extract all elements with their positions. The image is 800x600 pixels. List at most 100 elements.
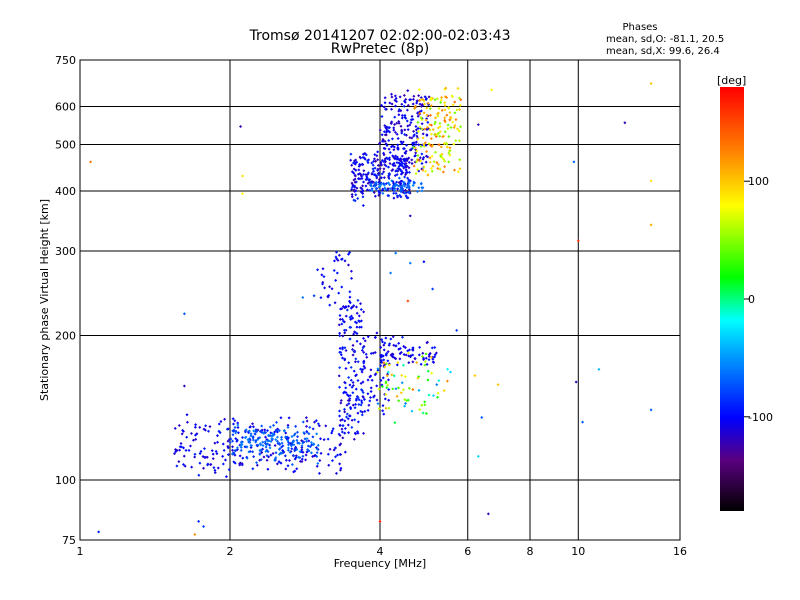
data-point (420, 127, 424, 131)
data-point (381, 187, 385, 191)
data-point (252, 429, 256, 433)
data-point (339, 418, 343, 422)
data-point (290, 435, 294, 439)
data-point (293, 469, 297, 473)
data-point (394, 251, 398, 255)
data-point (361, 189, 365, 193)
data-point (215, 452, 219, 456)
data-point (400, 164, 404, 168)
data-point (309, 441, 313, 445)
data-point (333, 446, 337, 450)
data-point (415, 131, 419, 135)
data-point (305, 430, 309, 434)
data-point (386, 129, 390, 133)
data-point (410, 114, 414, 118)
data-point (320, 273, 324, 277)
data-point (365, 355, 369, 359)
data-point (315, 464, 319, 468)
data-point (224, 475, 228, 479)
data-point (374, 174, 378, 178)
data-point (353, 177, 357, 181)
data-point (412, 164, 416, 168)
data-point (430, 371, 434, 375)
data-point (359, 381, 363, 385)
data-point (204, 424, 208, 428)
data-point (429, 104, 433, 108)
data-point (316, 461, 320, 465)
data-point (455, 108, 459, 112)
data-point (395, 155, 399, 159)
data-point (344, 328, 348, 332)
data-point (300, 444, 304, 448)
data-point (231, 448, 235, 452)
data-point (438, 121, 442, 125)
data-point (382, 146, 386, 150)
data-point (440, 156, 444, 160)
data-point (410, 136, 414, 140)
data-point (347, 394, 351, 398)
data-point (383, 365, 387, 369)
data-point (387, 173, 391, 177)
data-point (274, 438, 278, 442)
data-point (339, 398, 343, 402)
data-point (386, 181, 390, 185)
data-point (180, 432, 184, 436)
data-point (456, 170, 460, 174)
data-point (403, 175, 407, 179)
data-point (426, 173, 430, 177)
data-point (194, 423, 198, 427)
data-point (294, 424, 298, 428)
data-point (198, 461, 202, 465)
data-point (416, 130, 420, 134)
data-point (419, 96, 423, 100)
data-point (457, 107, 461, 111)
data-point (275, 420, 279, 424)
data-point (442, 389, 446, 393)
data-point (312, 443, 316, 447)
data-point (287, 459, 291, 463)
data-point (402, 352, 406, 356)
data-point (400, 116, 404, 120)
data-point (382, 130, 386, 134)
data-point (435, 97, 439, 101)
data-point (279, 461, 283, 465)
data-point (175, 464, 179, 468)
data-point (384, 392, 388, 396)
data-point (373, 336, 377, 340)
data-point (258, 436, 262, 440)
data-point (213, 441, 217, 445)
data-point (216, 440, 220, 444)
data-point (373, 166, 377, 170)
data-point (382, 343, 386, 347)
data-point (193, 455, 197, 459)
data-point (353, 418, 357, 422)
data-point (337, 409, 341, 413)
data-point (346, 263, 350, 267)
data-point (311, 455, 315, 459)
data-point (443, 116, 447, 120)
data-point (290, 447, 294, 451)
data-point (353, 330, 357, 334)
data-point (439, 145, 443, 149)
data-point (295, 438, 299, 442)
data-point (268, 434, 272, 438)
data-point (248, 438, 252, 442)
data-point (227, 468, 231, 472)
x-tick-label: 1 (77, 545, 84, 558)
y-tick-label: 300 (55, 245, 76, 258)
data-point (268, 446, 272, 450)
data-point (387, 156, 391, 160)
data-point (311, 435, 315, 439)
data-point (410, 409, 414, 413)
data-point (424, 412, 428, 416)
data-point (185, 435, 189, 439)
data-point (420, 161, 424, 165)
data-point (236, 431, 240, 435)
data-point (234, 431, 238, 435)
data-point (382, 151, 386, 155)
y-tick-label: 75 (62, 534, 76, 547)
data-point (302, 431, 306, 435)
data-point (337, 374, 341, 378)
data-point (413, 154, 417, 158)
data-point (450, 94, 454, 98)
